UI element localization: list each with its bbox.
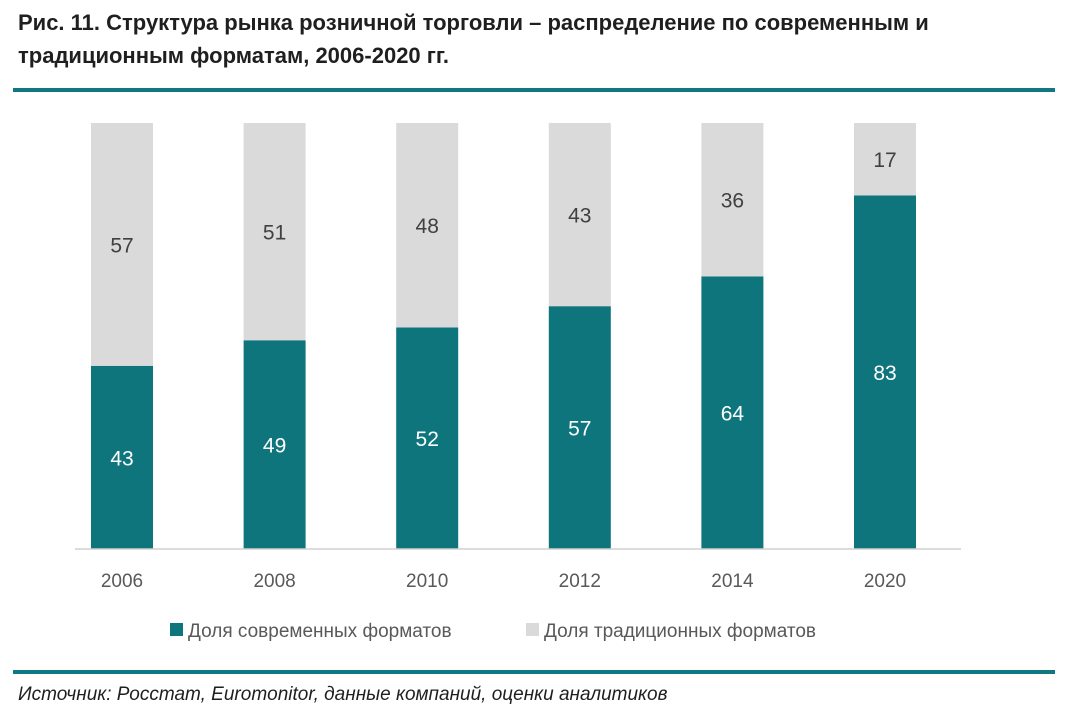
data-label-modern-2012: 57 — [568, 418, 591, 441]
data-label-traditional-2010: 48 — [416, 215, 439, 238]
bar-traditional-2020 — [854, 123, 916, 196]
bar-modern-2006 — [91, 365, 153, 549]
bar-modern-2010 — [396, 327, 459, 549]
data-label-traditional-2014: 36 — [721, 190, 744, 213]
x-tick-label-2020: 2020 — [864, 571, 906, 592]
data-label-modern-2020: 83 — [873, 362, 896, 385]
bar-traditional-2008 — [243, 123, 306, 341]
legend-swatch-modern — [170, 623, 183, 636]
bar-modern-2020 — [854, 195, 916, 550]
legend-label-traditional: Доля традиционных форматов — [544, 621, 816, 642]
data-label-traditional-2020: 17 — [873, 149, 896, 172]
data-label-traditional-2006: 57 — [110, 234, 133, 257]
bar-modern-2012 — [548, 306, 611, 549]
legend-swatch-traditional — [526, 623, 539, 636]
legend-label-modern: Доля современных форматов — [188, 621, 452, 642]
x-tick-label-2012: 2012 — [559, 571, 601, 592]
top-divider — [13, 88, 1055, 92]
data-label-modern-2008: 49 — [263, 435, 286, 458]
data-label-traditional-2012: 43 — [568, 205, 591, 228]
bar-modern-2008 — [243, 340, 306, 549]
chart-title: Рис. 11. Структура рынка розничной торго… — [18, 10, 929, 68]
bar-traditional-2006 — [91, 123, 153, 366]
bar-traditional-2010 — [396, 123, 459, 328]
bottom-divider — [13, 670, 1055, 674]
data-label-modern-2006: 43 — [110, 447, 133, 470]
bar-traditional-2012 — [548, 123, 611, 307]
x-tick-label-2008: 2008 — [253, 571, 295, 592]
bar-traditional-2014 — [701, 123, 764, 277]
data-label-modern-2010: 52 — [416, 428, 439, 451]
bar-modern-2014 — [701, 276, 764, 549]
data-label-modern-2014: 64 — [721, 403, 745, 426]
legend: Доля современных форматов Доля традиционн… — [170, 621, 816, 642]
x-tick-label-2014: 2014 — [711, 571, 754, 592]
bars-group: 43 57 49 51 52 48 57 43 64 36 83 17 — [91, 123, 916, 550]
x-tick-label-2006: 2006 — [101, 571, 143, 592]
source-note: Источник: Росстат, Euromonitor, данные к… — [18, 684, 668, 705]
data-label-traditional-2008: 51 — [263, 222, 286, 245]
x-tick-labels: 2006 2008 2010 2012 2014 2020 — [101, 571, 906, 592]
x-tick-label-2010: 2010 — [406, 571, 448, 592]
